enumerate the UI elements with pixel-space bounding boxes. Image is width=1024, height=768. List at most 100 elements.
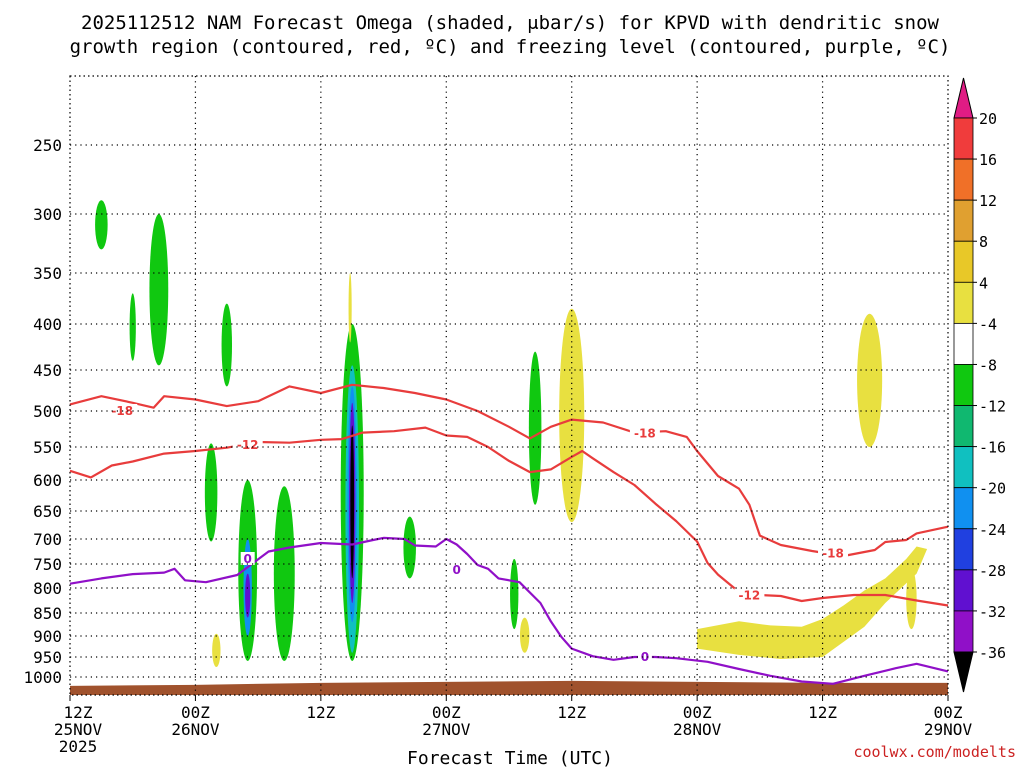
omega-region-20 <box>212 633 221 667</box>
contour-label--12-1: -12 <box>739 589 761 603</box>
axes: 250 300 350 400 450 500 550 600 650 700 750 800 850 9… <box>23 75 973 756</box>
colorbar-swatch-12 <box>953 610 974 653</box>
chart-title-line1: 2025112512 NAM Forecast Omega (shaded, μ… <box>81 12 939 34</box>
x-axis-title: Forecast Time (UTC) <box>407 748 613 768</box>
omega-region-8 <box>403 516 416 579</box>
contour-label-0-2: 0 <box>641 650 649 664</box>
terrain-ground <box>70 680 948 695</box>
colorbar-swatch-2 <box>953 199 974 242</box>
contour--18 <box>69 383 949 558</box>
omega-region-1 <box>129 293 136 361</box>
colorbar-label-2: 12 <box>979 192 997 210</box>
omega-region-21 <box>519 617 530 653</box>
omega-region-3 <box>221 303 233 387</box>
colorbar-swatch-0 <box>953 117 974 160</box>
colorbar-swatch-11 <box>953 569 974 612</box>
colorbar-label-3: 8 <box>979 233 988 251</box>
omega-region-10 <box>510 559 519 630</box>
contour-label-bg--18-1 <box>629 426 660 440</box>
colorbar-label-1: 16 <box>979 151 997 169</box>
colorbar-label-5: -4 <box>979 315 997 333</box>
y-tick-1000: 1000 <box>23 668 62 687</box>
omega-region-19 <box>857 313 883 447</box>
colorbar-bottom-arrow <box>953 651 974 693</box>
colorbar-label-10: -24 <box>979 521 1006 539</box>
x-tick-label-1-1: 26NOV <box>171 720 220 739</box>
contour-label-bg-0-2 <box>637 650 652 663</box>
plot-frame <box>69 75 949 696</box>
colorbar-label-9: -20 <box>979 480 1006 498</box>
contour-label-bg--18-2 <box>818 546 849 560</box>
contour-label-0-1: 0 <box>453 563 461 577</box>
colorbar-swatch-10 <box>953 528 974 571</box>
y-tick-400: 400 <box>33 315 62 334</box>
x-tick-label-0-0: 12Z <box>64 703 93 722</box>
colorbar-label-6: -8 <box>979 356 997 374</box>
contour-label-0-0: 0 <box>244 552 252 566</box>
x-tick-label-4-0: 12Z <box>557 703 586 722</box>
omega-region-0 <box>95 200 108 250</box>
contour-label-bg-0-1 <box>449 562 464 576</box>
colorbar-swatch-7 <box>953 405 974 448</box>
y-tick-550: 550 <box>33 438 62 457</box>
colorbar-swatch-3 <box>953 240 974 283</box>
x-tick-label-7-0: 00Z <box>934 703 963 722</box>
y-tick-300: 300 <box>33 205 62 224</box>
omega-region-18 <box>559 308 585 523</box>
contour-label-bg-0-0 <box>240 552 255 565</box>
y-tick-650: 650 <box>33 502 62 521</box>
y-tick-450: 450 <box>33 361 62 380</box>
colorbar: 20 16 12 8 4 -4 -8 -12 -16 -20 -24 -28 -32 -36 <box>953 77 1006 693</box>
colorbar-swatch-8 <box>953 446 974 489</box>
x-tick-label-2-0: 12Z <box>306 703 335 722</box>
x-tick-label-6-0: 12Z <box>808 703 837 722</box>
omega-region-4 <box>204 443 218 542</box>
colorbar-label-11: -28 <box>979 562 1006 580</box>
colorbar-swatch-9 <box>953 487 974 530</box>
colorbar-label-0: 20 <box>979 110 997 128</box>
omega-region-17 <box>348 273 352 343</box>
contour-label-bg--12-0 <box>232 437 263 451</box>
chart-title-line2: growth region (contoured, red, ºC) and f… <box>70 36 951 58</box>
y-tick-800: 800 <box>33 579 62 598</box>
omega-band-0 <box>697 546 928 659</box>
omega-region-16 <box>350 425 355 579</box>
x-tick-label-0-2: 2025 <box>59 737 98 756</box>
contour--12 <box>69 426 949 607</box>
contour-0 <box>69 536 949 685</box>
x-tick-label-1-0: 00Z <box>181 703 210 722</box>
colorbar-swatch-5 <box>953 322 974 365</box>
contour-label--12-0: -12 <box>237 438 259 452</box>
y-tick-600: 600 <box>33 471 62 490</box>
credit-text[interactable]: coolwx.com/modelts <box>853 743 1016 761</box>
omega-region-14 <box>245 573 251 618</box>
y-tick-950: 950 <box>33 648 62 667</box>
colorbar-label-12: -32 <box>979 603 1006 621</box>
contour-label--18-1: -18 <box>634 426 656 440</box>
colorbar-swatch-1 <box>953 158 974 201</box>
y-tick-350: 350 <box>33 264 62 283</box>
x-tick-label-3-0: 00Z <box>432 703 461 722</box>
colorbar-label-4: 4 <box>979 274 988 292</box>
omega-region-2 <box>149 214 169 366</box>
x-tick-label-0-1: 25NOV <box>54 720 103 739</box>
x-tick-label-5-1: 28NOV <box>673 720 722 739</box>
y-tick-250: 250 <box>33 136 62 155</box>
y-tick-500: 500 <box>33 402 62 421</box>
contour-label-bg--12-1 <box>734 588 765 602</box>
colorbar-swatch-4 <box>953 281 974 324</box>
colorbar-label-8: -16 <box>979 439 1006 457</box>
colorbar-swatch-6 <box>953 364 974 406</box>
y-tick-750: 750 <box>33 555 62 574</box>
x-tick-label-7-1: 29NOV <box>924 720 973 739</box>
x-tick-label-3-1: 27NOV <box>422 720 471 739</box>
x-tick-label-5-0: 00Z <box>683 703 712 722</box>
omega-region-6 <box>273 486 295 661</box>
colorbar-top-arrow <box>953 77 974 119</box>
contour-label--18-2: -18 <box>822 547 844 561</box>
colorbar-label-7: -12 <box>979 398 1006 416</box>
y-tick-700: 700 <box>33 530 62 549</box>
omega-region-9 <box>528 351 542 505</box>
